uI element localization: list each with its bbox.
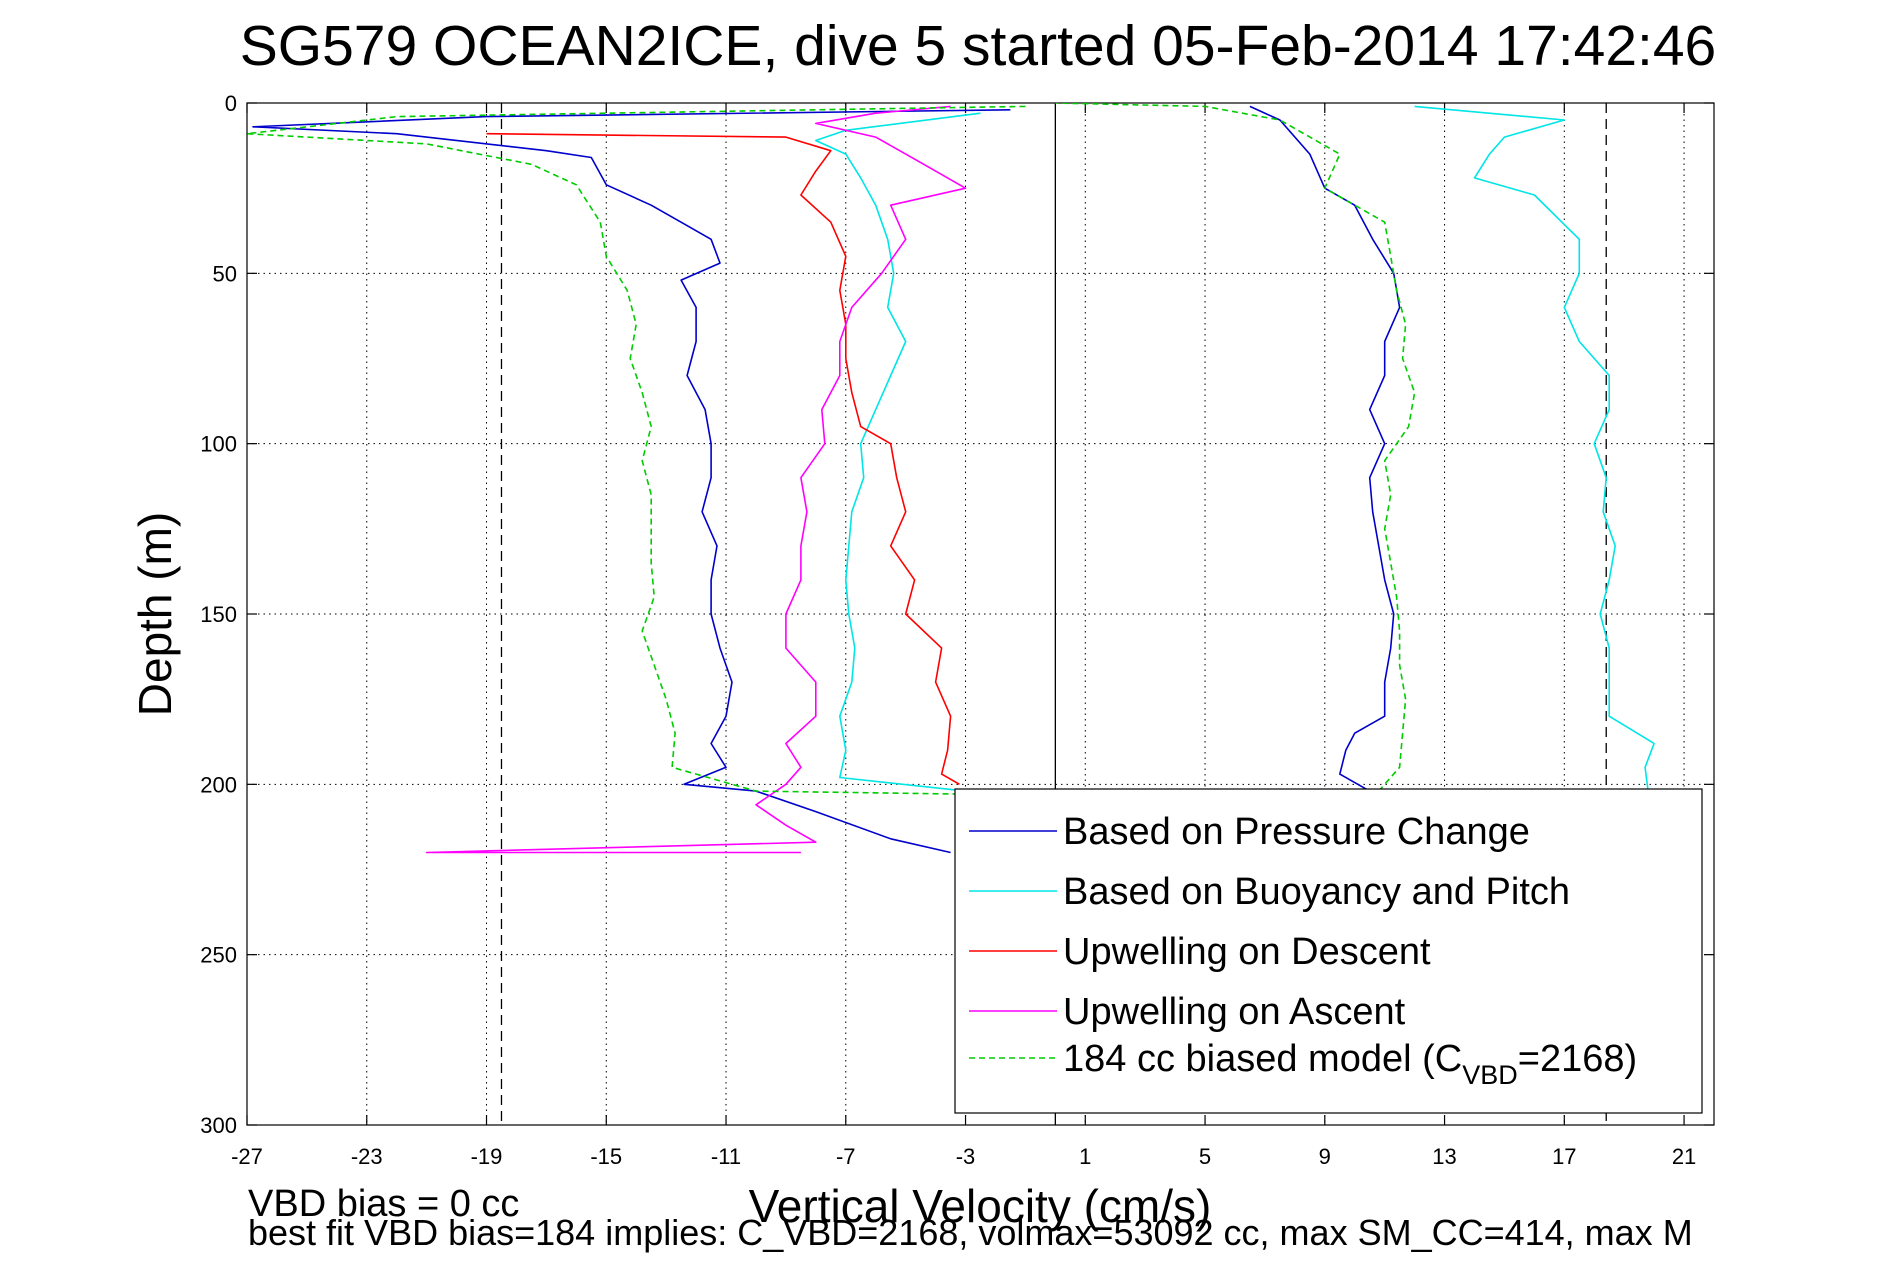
y-tick-label: 50 [213, 261, 237, 286]
legend-label: 184 cc biased model (CVBD=2168) [1063, 1038, 1637, 1090]
series-lines [247, 103, 1655, 854]
legend-label: Based on Pressure Change [1063, 811, 1530, 853]
x-tick-label: -11 [711, 1144, 741, 1169]
x-tick-label: 1 [1079, 1144, 1091, 1169]
y-tick-label: 300 [200, 1113, 237, 1138]
series-line-2 [486, 132, 960, 785]
x-tick-label: 9 [1319, 1144, 1331, 1169]
y-axis-label: Depth (m) [129, 512, 181, 716]
x-axis-label: Vertical Velocity (cm/s) [749, 1180, 1212, 1232]
x-tick-label: -27 [231, 1144, 263, 1169]
series-line-0 [252, 109, 1011, 854]
x-tick-label: -7 [836, 1144, 856, 1169]
x-tick-label: -23 [351, 1144, 383, 1169]
best-fit-note: best fit VBD bias=184 implies: C_VBD=216… [248, 1212, 1693, 1253]
y-tick-label: 100 [200, 432, 237, 457]
y-axis-ticks: 0 50 100 150 200 250 300 [200, 91, 1714, 1138]
x-tick-label: 5 [1199, 1144, 1211, 1169]
series-line-7 [1055, 103, 1416, 792]
legend-label-subscript: VBD [1462, 1060, 1518, 1090]
legend-box [954, 788, 1703, 1114]
legend-label: Upwelling on Ascent [1063, 991, 1406, 1033]
y-tick-label: 150 [200, 602, 237, 627]
x-tick-label: -15 [590, 1144, 622, 1169]
series-line-4 [247, 105, 1026, 796]
x-tick-label: -3 [956, 1144, 976, 1169]
legend-label-main: 184 cc biased model (C [1063, 1038, 1462, 1080]
legend-label: Based on Buoyancy and Pitch [1063, 871, 1570, 913]
chart-title: SG579 OCEAN2ICE, dive 5 started 05-Feb-2… [240, 14, 1717, 78]
x-tick-label: -19 [471, 1144, 503, 1169]
y-tick-label: 0 [225, 91, 237, 116]
vbd-bias-note: VBD bias = 0 cc [248, 1183, 520, 1225]
legend-label: Upwelling on Descent [1063, 931, 1431, 973]
series-line-1 [815, 112, 981, 792]
x-tick-label: 17 [1552, 1144, 1576, 1169]
series-line-3 [425, 105, 967, 854]
x-tick-label: 21 [1672, 1144, 1696, 1169]
x-tick-label: 13 [1432, 1144, 1456, 1169]
y-tick-label: 200 [200, 772, 237, 797]
x-axis-ticks: -27 -23 -19 -15 -11 -7 -3 1 5 9 13 17 21 [231, 103, 1696, 1169]
legend-label-tail: =2168) [1518, 1038, 1637, 1080]
series-line-6 [1414, 105, 1655, 792]
y-tick-label: 250 [200, 943, 237, 968]
legend: Based on Pressure Change Based on Buoyanc… [954, 788, 1703, 1114]
